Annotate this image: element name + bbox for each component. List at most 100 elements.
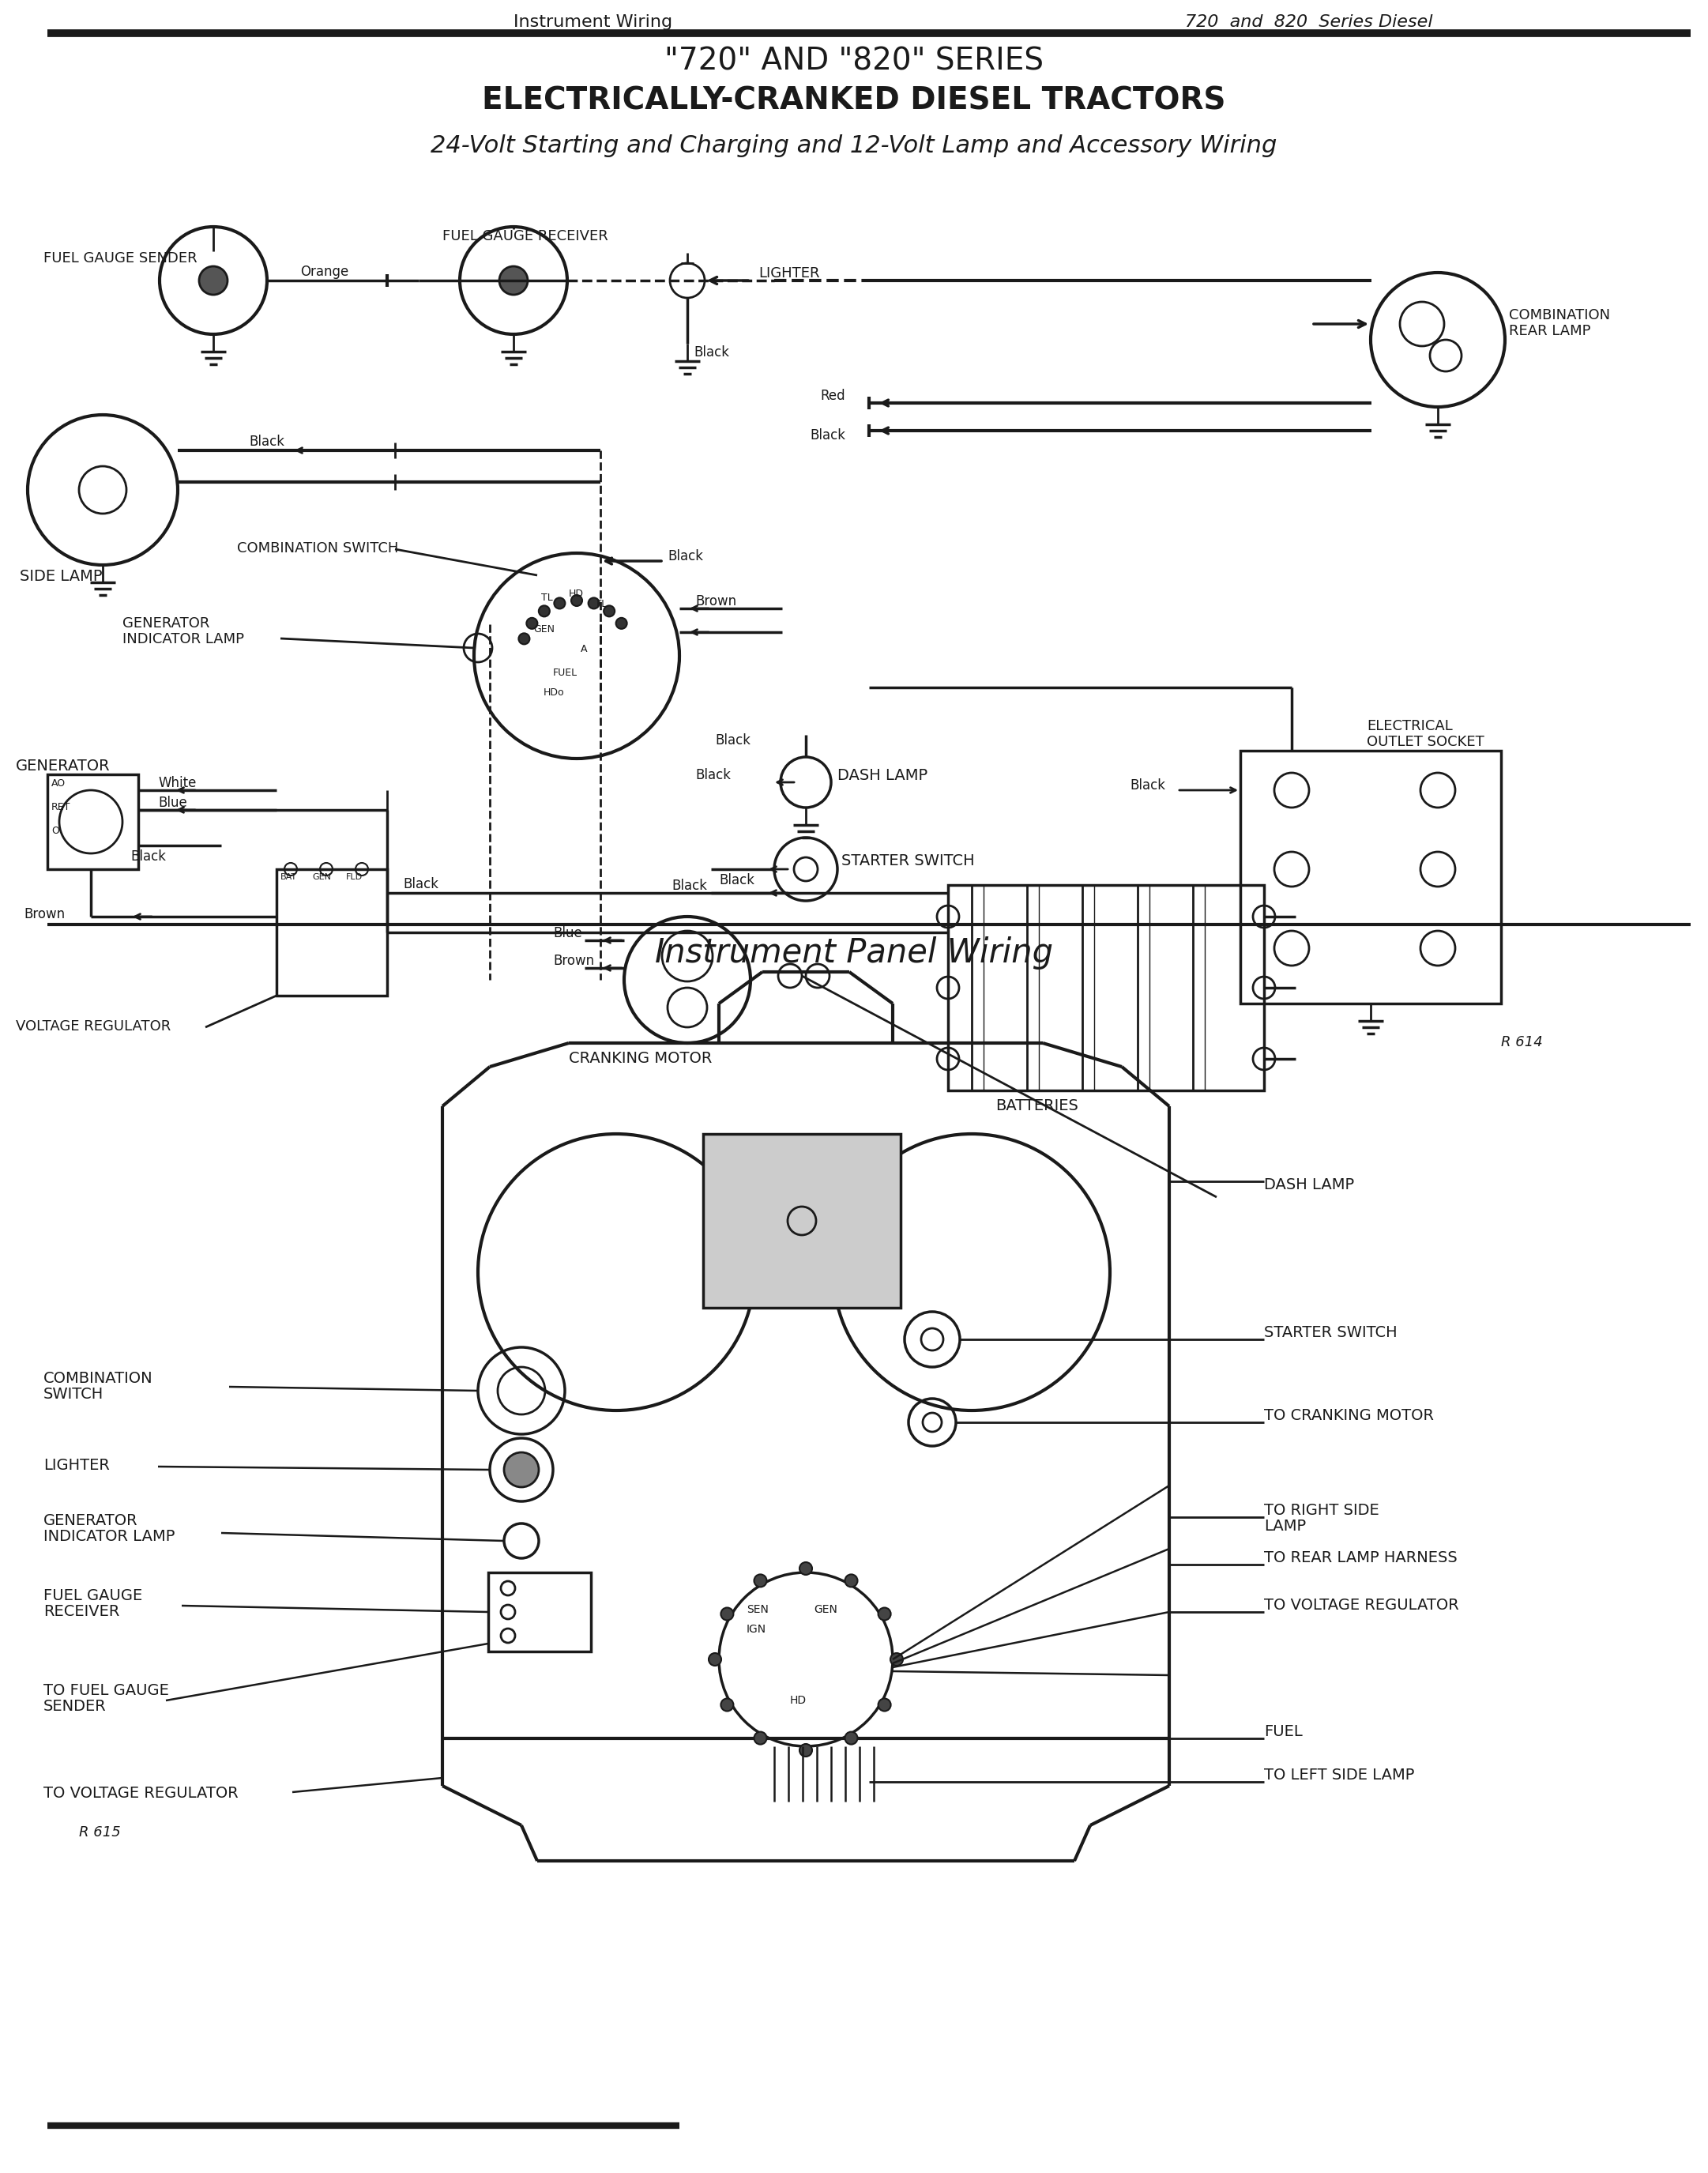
Text: BATTERIES: BATTERIES bbox=[996, 1097, 1078, 1113]
Text: LIGHTER: LIGHTER bbox=[43, 1458, 109, 1473]
Text: FUEL: FUEL bbox=[1264, 1723, 1303, 1738]
Circle shape bbox=[617, 617, 627, 628]
Text: R 615: R 615 bbox=[79, 1825, 121, 1841]
Text: Instrument Wiring: Instrument Wiring bbox=[514, 15, 673, 30]
Circle shape bbox=[588, 598, 600, 608]
Text: Black: Black bbox=[130, 850, 166, 863]
Text: Black: Black bbox=[671, 878, 707, 893]
Circle shape bbox=[753, 1575, 767, 1586]
Text: REAR LAMP: REAR LAMP bbox=[1508, 324, 1590, 339]
Text: 720  and  820  Series Diesel: 720 and 820 Series Diesel bbox=[1185, 15, 1433, 30]
Circle shape bbox=[553, 598, 565, 608]
Text: Black: Black bbox=[1129, 778, 1165, 793]
Circle shape bbox=[845, 1732, 857, 1745]
Text: COMBINATION: COMBINATION bbox=[1508, 309, 1611, 322]
Circle shape bbox=[200, 267, 227, 296]
Text: FL: FL bbox=[596, 600, 608, 608]
Text: TO RIGHT SIDE: TO RIGHT SIDE bbox=[1264, 1504, 1378, 1519]
Text: SENDER: SENDER bbox=[43, 1699, 106, 1714]
Circle shape bbox=[721, 1608, 733, 1621]
Text: O: O bbox=[51, 826, 60, 837]
Text: GENERATOR: GENERATOR bbox=[15, 758, 111, 774]
Text: FUEL GAUGE SENDER: FUEL GAUGE SENDER bbox=[43, 252, 196, 265]
Circle shape bbox=[570, 595, 582, 606]
Text: HDo: HDo bbox=[543, 687, 565, 698]
Circle shape bbox=[890, 1654, 904, 1667]
Text: Instrument Panel Wiring: Instrument Panel Wiring bbox=[654, 937, 1054, 969]
Text: TO REAR LAMP HARNESS: TO REAR LAMP HARNESS bbox=[1264, 1549, 1457, 1565]
Circle shape bbox=[753, 1732, 767, 1745]
Text: HD: HD bbox=[569, 589, 584, 600]
Circle shape bbox=[603, 606, 615, 617]
Circle shape bbox=[721, 1699, 733, 1710]
Text: BAT: BAT bbox=[280, 874, 297, 880]
Text: HD: HD bbox=[791, 1695, 806, 1706]
Text: FLD: FLD bbox=[347, 874, 362, 880]
Text: Black: Black bbox=[716, 732, 750, 748]
Text: INDICATOR LAMP: INDICATOR LAMP bbox=[123, 632, 244, 645]
Text: COMBINATION SWITCH: COMBINATION SWITCH bbox=[237, 541, 398, 556]
Text: TO LEFT SIDE LAMP: TO LEFT SIDE LAMP bbox=[1264, 1767, 1414, 1782]
Circle shape bbox=[878, 1699, 892, 1710]
Text: OUTLET SOCKET: OUTLET SOCKET bbox=[1366, 734, 1484, 750]
Circle shape bbox=[878, 1608, 892, 1621]
Text: TO VOLTAGE REGULATOR: TO VOLTAGE REGULATOR bbox=[1264, 1597, 1459, 1612]
Text: GENERATOR: GENERATOR bbox=[123, 617, 210, 630]
Text: Black: Black bbox=[810, 428, 845, 443]
Text: RET: RET bbox=[51, 802, 70, 813]
Text: Black: Black bbox=[249, 435, 285, 450]
Text: Blue: Blue bbox=[553, 926, 582, 941]
Circle shape bbox=[799, 1562, 811, 1575]
Text: TO VOLTAGE REGULATOR: TO VOLTAGE REGULATOR bbox=[43, 1786, 239, 1801]
Text: ELECTRICALLY-CRANKED DIESEL TRACTORS: ELECTRICALLY-CRANKED DIESEL TRACTORS bbox=[482, 85, 1226, 115]
Text: Black: Black bbox=[719, 874, 755, 887]
Bar bbox=[948, 884, 1264, 1091]
Text: FUEL GAUGE RECEIVER: FUEL GAUGE RECEIVER bbox=[442, 228, 608, 243]
Text: FUEL GAUGE: FUEL GAUGE bbox=[43, 1588, 142, 1604]
Circle shape bbox=[709, 1654, 721, 1667]
Text: White: White bbox=[159, 776, 196, 791]
Text: AO: AO bbox=[51, 778, 65, 789]
Text: FUEL: FUEL bbox=[553, 667, 577, 678]
Text: Brown: Brown bbox=[553, 954, 594, 967]
Text: GEN: GEN bbox=[813, 1604, 837, 1615]
Text: TL: TL bbox=[541, 593, 553, 602]
Circle shape bbox=[538, 606, 550, 617]
Text: A: A bbox=[581, 643, 588, 654]
Text: SWITCH: SWITCH bbox=[43, 1386, 104, 1402]
Text: DASH LAMP: DASH LAMP bbox=[837, 767, 927, 782]
Text: TO FUEL GAUGE: TO FUEL GAUGE bbox=[43, 1684, 169, 1697]
Text: STARTER SWITCH: STARTER SWITCH bbox=[842, 854, 975, 869]
Text: GENERATOR: GENERATOR bbox=[43, 1512, 138, 1528]
Text: COMBINATION: COMBINATION bbox=[43, 1371, 154, 1386]
Text: RECEIVER: RECEIVER bbox=[43, 1604, 120, 1619]
Bar bbox=[488, 1573, 591, 1651]
Text: Black: Black bbox=[403, 878, 439, 891]
Text: Black: Black bbox=[668, 550, 704, 563]
Bar bbox=[1240, 750, 1501, 1004]
Circle shape bbox=[799, 1745, 811, 1756]
Bar bbox=[704, 1134, 900, 1308]
Text: Orange: Orange bbox=[301, 265, 348, 278]
Text: Red: Red bbox=[820, 389, 845, 402]
Text: DASH LAMP: DASH LAMP bbox=[1264, 1178, 1354, 1193]
Text: STARTER SWITCH: STARTER SWITCH bbox=[1264, 1326, 1397, 1341]
Circle shape bbox=[504, 1452, 538, 1486]
Text: ELECTRICAL: ELECTRICAL bbox=[1366, 719, 1452, 732]
Text: INDICATOR LAMP: INDICATOR LAMP bbox=[43, 1530, 174, 1545]
Text: GEN: GEN bbox=[313, 874, 331, 880]
Text: IGN: IGN bbox=[746, 1623, 767, 1634]
Text: 24-Volt Starting and Charging and 12-Volt Lamp and Accessory Wiring: 24-Volt Starting and Charging and 12-Vol… bbox=[430, 135, 1278, 156]
Circle shape bbox=[519, 632, 529, 643]
Text: LAMP: LAMP bbox=[1264, 1519, 1307, 1534]
Text: Blue: Blue bbox=[159, 795, 188, 811]
Text: TO CRANKING MOTOR: TO CRANKING MOTOR bbox=[1264, 1408, 1435, 1423]
Text: SIDE LAMP: SIDE LAMP bbox=[20, 569, 102, 585]
Text: GEN: GEN bbox=[533, 624, 555, 635]
Text: "720" AND "820" SERIES: "720" AND "820" SERIES bbox=[664, 46, 1044, 76]
Circle shape bbox=[499, 267, 528, 296]
Text: CRANKING MOTOR: CRANKING MOTOR bbox=[569, 1052, 712, 1067]
Text: Black: Black bbox=[695, 767, 731, 782]
Circle shape bbox=[845, 1575, 857, 1586]
Text: VOLTAGE REGULATOR: VOLTAGE REGULATOR bbox=[15, 1019, 171, 1034]
